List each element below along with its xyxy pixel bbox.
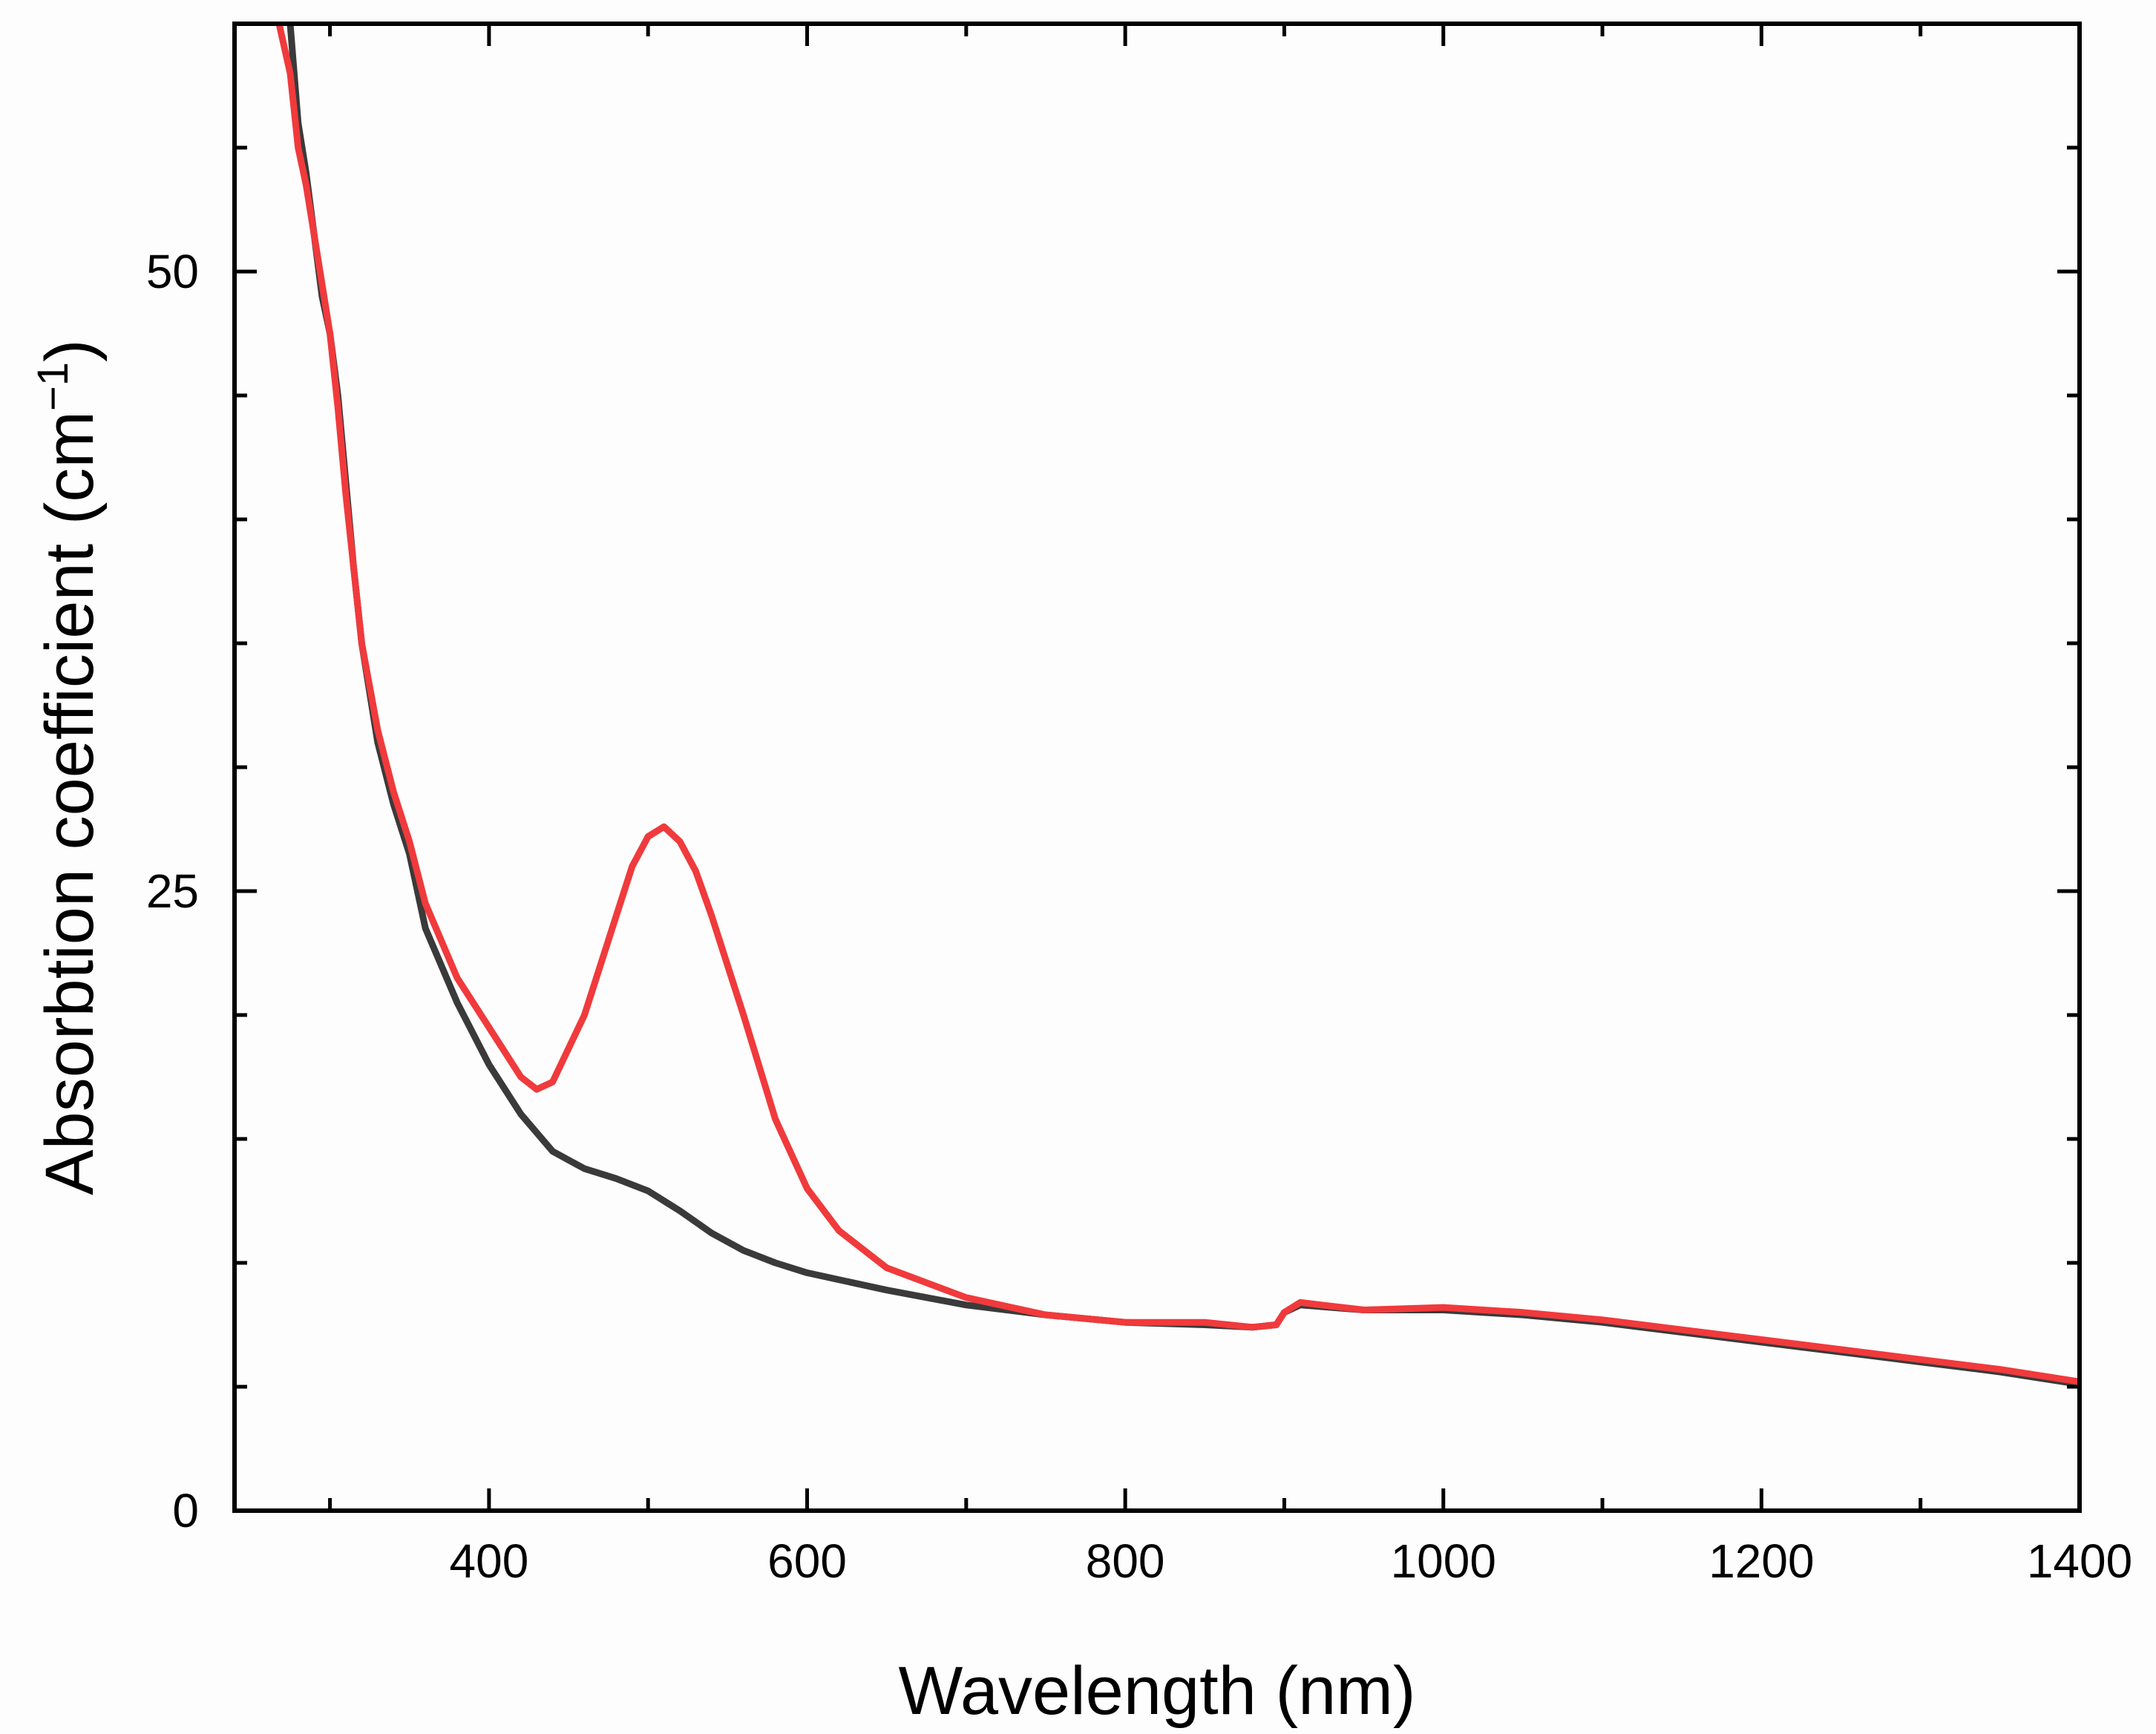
series-line-sample-red <box>275 24 2080 1385</box>
plot-frame <box>232 22 2082 1513</box>
y-axis-title-main: Absorbtion coefficient (cm <box>32 411 108 1195</box>
y-tick-label: 50 <box>146 245 199 298</box>
y-tick-label: 0 <box>172 1484 199 1537</box>
x-tick-label: 800 <box>1086 1534 1165 1588</box>
x-tick-label: 1000 <box>1391 1534 1496 1588</box>
y-axis-title-close: ) <box>32 339 108 362</box>
y-axis-title-sup: −1 <box>29 362 77 411</box>
x-tick-label: 1400 <box>2027 1534 2132 1588</box>
plot-background <box>235 24 2080 1511</box>
x-tick-label: 1200 <box>1708 1534 1814 1588</box>
x-tick-label: 600 <box>767 1534 847 1588</box>
x-tick-label: 400 <box>450 1534 529 1588</box>
y-axis-title: Absorbtion coefficient (cm−1) <box>29 339 108 1195</box>
y-tick-label: 25 <box>146 864 199 918</box>
plot-area <box>235 24 2080 1511</box>
x-axis-title: Wavelength (nm) <box>898 1653 1415 1729</box>
series-layer <box>275 24 2080 1388</box>
labels-layer: 400 600 800 1000 1200 1400 0 25 50 <box>146 245 2132 1588</box>
